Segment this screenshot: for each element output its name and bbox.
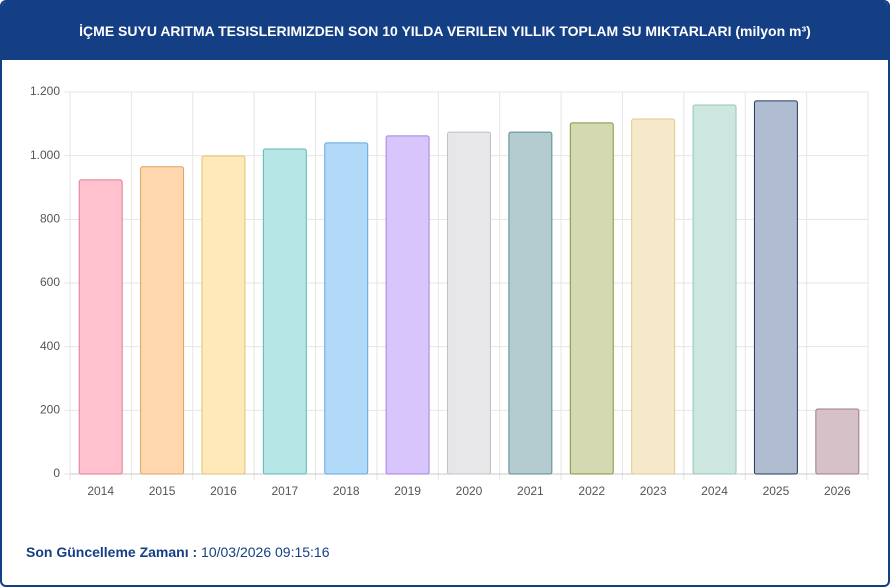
x-tick-label: 2024 (701, 484, 728, 498)
y-tick-label: 600 (40, 275, 60, 289)
bar (324, 142, 369, 475)
bar (815, 408, 860, 475)
bar (692, 104, 737, 475)
x-tick-label: 2018 (333, 484, 360, 498)
x-tick-label: 2014 (87, 484, 114, 498)
bar (201, 155, 246, 475)
update-label: Son Güncelleme Zamanı : (26, 544, 198, 560)
x-tick-label: 2015 (149, 484, 176, 498)
x-tick-label: 2017 (271, 484, 298, 498)
x-tick-label: 2021 (517, 484, 544, 498)
footer: Son Güncelleme Zamanı : 10/03/2026 09:15… (26, 544, 330, 560)
y-tick-label: 800 (40, 212, 60, 226)
x-tick-label: 2020 (456, 484, 483, 498)
y-tick-label: 0 (53, 466, 60, 480)
chart-title: İÇME SUYU ARITMA TESISLERIMIZDEN SON 10 … (2, 2, 888, 60)
chart: 0 200 400 600 800 1.000 1.200 2014 2015 2016 2017 2… (30, 84, 869, 498)
bar (569, 122, 614, 475)
y-tick-label: 400 (40, 339, 60, 353)
x-tick-label: 2022 (578, 484, 605, 498)
bar (447, 131, 491, 475)
bar (508, 131, 553, 475)
bar (78, 179, 123, 475)
x-tick-label: 2023 (640, 484, 667, 498)
y-tick-label: 200 (40, 403, 60, 417)
x-tick-label: 2025 (763, 484, 790, 498)
bar (631, 118, 676, 475)
bar (140, 166, 185, 475)
x-tick-label: 2026 (824, 484, 851, 498)
x-tick-label: 2019 (394, 484, 421, 498)
x-tick-label: 2016 (210, 484, 237, 498)
bar (385, 135, 430, 475)
update-time: 10/03/2026 09:15:16 (201, 544, 330, 560)
bar (262, 148, 307, 475)
y-tick-label: 1.000 (30, 148, 60, 162)
bar (753, 100, 798, 475)
y-tick-label: 1.200 (30, 84, 60, 98)
